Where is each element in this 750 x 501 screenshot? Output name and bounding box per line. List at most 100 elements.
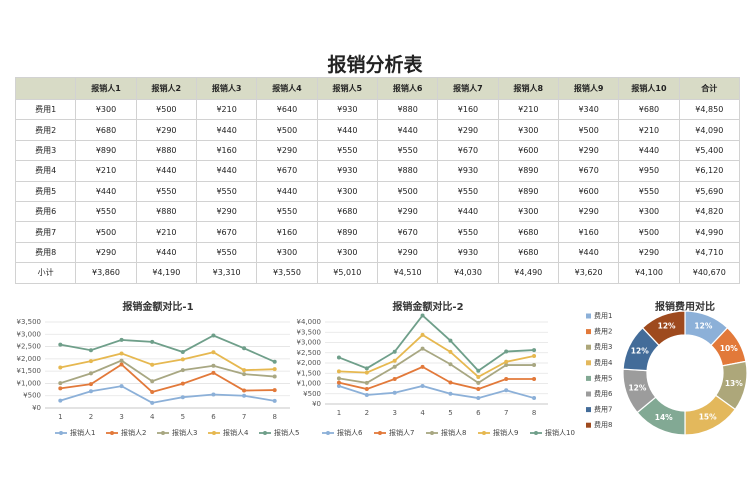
legend-label: 报销人3: [172, 428, 197, 437]
corner-cell: [14, 77, 77, 100]
data-point: [272, 388, 277, 393]
data-point: [504, 388, 509, 393]
header-cell: 报销人3: [195, 77, 258, 100]
header-cell: 报销人9: [557, 77, 620, 100]
data-point: [119, 384, 124, 389]
legend-label: 报销人10: [545, 428, 575, 437]
x-tick-label: 1: [58, 413, 62, 421]
header-cell: 合计: [678, 77, 741, 100]
data-label: 14%: [655, 413, 673, 422]
data-point: [242, 393, 247, 398]
data-point: [420, 346, 425, 351]
data-point: [150, 390, 155, 395]
x-tick-label: 8: [532, 409, 536, 417]
data-point: [392, 376, 397, 381]
legend-swatch-dot: [534, 431, 538, 435]
data-point: [504, 363, 509, 368]
legend-label: 费用6: [594, 389, 613, 398]
data-point: [272, 398, 277, 403]
data-point: [336, 380, 341, 385]
legend-label: 报销人6: [337, 428, 363, 437]
x-tick-label: 3: [119, 413, 123, 421]
legend-label: 报销人7: [389, 428, 414, 437]
legend-label: 费用3: [594, 342, 612, 351]
data-point: [211, 350, 216, 355]
data-point: [180, 349, 185, 354]
page-title: 报销分析表: [327, 54, 423, 76]
data-point: [88, 389, 93, 394]
data-point: [242, 346, 247, 351]
series-line: [60, 334, 276, 363]
x-tick-label: 2: [365, 409, 369, 417]
data-point: [448, 338, 453, 343]
data-point: [392, 364, 397, 369]
data-point: [504, 349, 509, 354]
table-cell: ¥3,860: [75, 262, 137, 284]
y-tick-label: ¥1,500: [297, 369, 322, 377]
data-point: [58, 342, 63, 347]
legend-swatch-dot: [59, 431, 63, 435]
data-point: [420, 332, 425, 337]
data-point: [448, 380, 453, 385]
data-point: [180, 395, 185, 400]
x-tick-label: 3: [392, 409, 396, 417]
data-point: [476, 368, 481, 373]
data-point: [272, 359, 277, 364]
data-point: [58, 398, 63, 403]
legend-swatch: [586, 344, 591, 350]
data-point: [420, 383, 425, 388]
legend-label: 报销人9: [493, 428, 518, 437]
x-tick-label: 2: [89, 413, 93, 421]
legend-swatch-dot: [482, 431, 486, 435]
data-point: [119, 337, 124, 342]
series-line: [338, 314, 535, 372]
data-point: [364, 366, 369, 371]
legend-label: 费用2: [594, 327, 612, 336]
y-tick-label: ¥0: [32, 404, 41, 412]
data-point: [211, 370, 216, 375]
data-point: [448, 349, 453, 354]
y-tick-label: ¥3,000: [297, 339, 322, 347]
data-point: [88, 348, 93, 353]
data-point: [392, 358, 397, 363]
table-row: 小计 ¥3,860 ¥4,190 ¥3,310 ¥3,550 ¥5,010 ¥4,510 ¥4…: [14, 262, 741, 284]
data-point: [119, 358, 124, 363]
y-tick-label: ¥2,000: [17, 355, 42, 363]
data-point: [392, 390, 397, 395]
x-tick-label: 6: [211, 413, 216, 421]
series-line: [60, 351, 275, 372]
legend-label: 费用4: [594, 358, 613, 367]
data-label: 12%: [628, 383, 646, 392]
table-row: 费用4 ¥210 ¥440 ¥440 ¥670 ¥930 ¥880 ¥930 ¥890 ¥670 ¥…: [14, 160, 741, 182]
table-row: 费用1 ¥300 ¥500 ¥210 ¥640 ¥930 ¥880 ¥160 ¥210 ¥340 ¥…: [14, 98, 741, 121]
data-point: [180, 381, 185, 386]
header-cell: 报销人10: [618, 77, 680, 100]
legend-swatch: [586, 360, 591, 366]
legend-swatch: [586, 391, 591, 397]
data-point: [119, 362, 124, 367]
data-point: [336, 355, 341, 360]
data-point: [476, 380, 481, 385]
table-row: 费用2 ¥680 ¥290 ¥440 ¥500 ¥440 ¥440 ¥290 ¥300 ¥500 ¥…: [14, 119, 741, 141]
data-point: [392, 349, 397, 354]
x-tick-label: 1: [337, 409, 341, 417]
y-tick-label: ¥2,500: [17, 343, 42, 351]
data-point: [420, 313, 425, 318]
data-label: 15%: [699, 413, 717, 422]
legend-label: 报销人2: [121, 428, 146, 437]
data-label: 10%: [720, 344, 738, 353]
data-label: 12%: [694, 322, 712, 331]
data-point: [88, 371, 93, 376]
data-point: [504, 376, 509, 381]
series-line: [338, 333, 535, 379]
data-point: [476, 396, 481, 401]
legend-label: 报销人1: [70, 428, 95, 437]
legend-swatch-dot: [430, 431, 434, 435]
y-tick-label: ¥1,500: [17, 367, 42, 375]
legend-swatch: [586, 422, 591, 428]
data-point: [272, 367, 277, 372]
series-line: [338, 365, 535, 390]
y-tick-label: ¥2,500: [297, 349, 322, 357]
legend-swatch-dot: [161, 431, 165, 435]
